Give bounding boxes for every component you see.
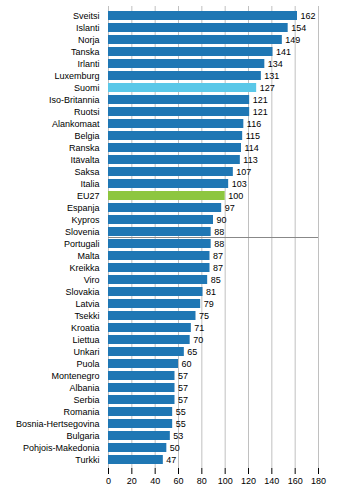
svg-text:57: 57 <box>178 383 188 393</box>
svg-text:71: 71 <box>194 323 204 333</box>
svg-text:180: 180 <box>311 476 326 486</box>
svg-text:Romania: Romania <box>63 407 99 417</box>
svg-text:47: 47 <box>166 455 176 465</box>
svg-text:115: 115 <box>246 131 260 141</box>
svg-text:Slovakia: Slovakia <box>65 287 99 297</box>
svg-text:Alankomaat: Alankomaat <box>52 119 100 129</box>
svg-text:Tsekki: Tsekki <box>74 311 99 321</box>
svg-text:121: 121 <box>253 107 268 117</box>
svg-text:Irlanti: Irlanti <box>77 59 99 69</box>
svg-text:113: 113 <box>243 155 257 165</box>
svg-text:100: 100 <box>218 476 233 486</box>
svg-text:114: 114 <box>245 143 259 153</box>
svg-text:70: 70 <box>193 335 203 345</box>
svg-text:121: 121 <box>253 95 268 105</box>
svg-text:Albania: Albania <box>69 383 99 393</box>
svg-text:85: 85 <box>211 275 221 285</box>
svg-text:79: 79 <box>204 299 214 309</box>
svg-text:Sveitsi: Sveitsi <box>73 11 100 21</box>
svg-text:100: 100 <box>228 191 243 201</box>
svg-text:149: 149 <box>285 35 300 45</box>
svg-text:116: 116 <box>247 119 261 129</box>
svg-text:88: 88 <box>214 227 224 237</box>
svg-text:Italia: Italia <box>80 179 99 189</box>
svg-text:134: 134 <box>268 59 283 69</box>
svg-text:Bulgaria: Bulgaria <box>66 431 99 441</box>
svg-text:Tanska: Tanska <box>71 47 100 57</box>
svg-text:Slovenia: Slovenia <box>65 227 100 237</box>
svg-text:Suomi: Suomi <box>74 83 100 93</box>
svg-text:Iso-Britannia: Iso-Britannia <box>49 95 100 105</box>
svg-text:Kypros: Kypros <box>71 215 100 225</box>
svg-text:Unkari: Unkari <box>73 347 99 357</box>
svg-text:107: 107 <box>236 167 251 177</box>
svg-text:20: 20 <box>127 476 137 486</box>
svg-text:Norja: Norja <box>78 35 100 45</box>
svg-text:Montenegro: Montenegro <box>51 371 99 381</box>
svg-text:65: 65 <box>187 347 197 357</box>
svg-text:Puola: Puola <box>76 359 99 369</box>
svg-text:160: 160 <box>288 476 303 486</box>
svg-text:50: 50 <box>170 443 180 453</box>
svg-text:Portugali: Portugali <box>64 239 100 249</box>
svg-text:EU27: EU27 <box>77 191 100 201</box>
svg-text:0: 0 <box>106 476 111 486</box>
svg-text:Turkki: Turkki <box>75 455 99 465</box>
svg-text:Pohjois-Makedonia: Pohjois-Makedonia <box>23 443 100 453</box>
svg-text:Ruotsi: Ruotsi <box>74 107 100 117</box>
svg-text:141: 141 <box>276 47 291 57</box>
svg-text:Ranska: Ranska <box>69 143 100 153</box>
svg-text:Viro: Viro <box>84 275 100 285</box>
svg-text:120: 120 <box>241 476 256 486</box>
svg-text:60: 60 <box>173 476 183 486</box>
svg-text:60: 60 <box>182 359 192 369</box>
svg-text:Saksa: Saksa <box>74 167 99 177</box>
svg-text:Bosnia-Hertsegovina: Bosnia-Hertsegovina <box>16 419 100 429</box>
svg-text:127: 127 <box>260 83 275 93</box>
svg-text:Islanti: Islanti <box>76 23 100 33</box>
svg-text:Serbia: Serbia <box>73 395 99 405</box>
svg-text:140: 140 <box>264 476 279 486</box>
svg-text:81: 81 <box>206 287 216 297</box>
svg-text:80: 80 <box>197 476 207 486</box>
svg-text:55: 55 <box>176 407 186 417</box>
svg-text:57: 57 <box>178 395 188 405</box>
svg-text:103: 103 <box>232 179 247 189</box>
svg-text:Latvia: Latvia <box>75 299 99 309</box>
svg-text:154: 154 <box>291 23 306 33</box>
svg-text:Espanja: Espanja <box>67 203 100 213</box>
svg-text:Kroatia: Kroatia <box>71 323 100 333</box>
svg-text:87: 87 <box>213 251 223 261</box>
svg-text:Kreikka: Kreikka <box>69 263 99 273</box>
svg-text:97: 97 <box>225 203 235 213</box>
svg-text:Luxemburg: Luxemburg <box>54 71 99 81</box>
svg-text:90: 90 <box>217 215 227 225</box>
svg-text:Malta: Malta <box>77 251 99 261</box>
svg-text:75: 75 <box>199 311 209 321</box>
svg-text:57: 57 <box>178 371 188 381</box>
svg-text:40: 40 <box>150 476 160 486</box>
svg-text:88: 88 <box>214 239 224 249</box>
svg-text:87: 87 <box>213 263 223 273</box>
svg-text:Itävalta: Itävalta <box>70 155 99 165</box>
svg-text:Liettua: Liettua <box>72 335 99 345</box>
svg-text:55: 55 <box>176 419 186 429</box>
svg-text:162: 162 <box>301 11 316 21</box>
svg-text:Belgia: Belgia <box>74 131 99 141</box>
svg-text:53: 53 <box>173 431 183 441</box>
svg-text:131: 131 <box>264 71 279 81</box>
